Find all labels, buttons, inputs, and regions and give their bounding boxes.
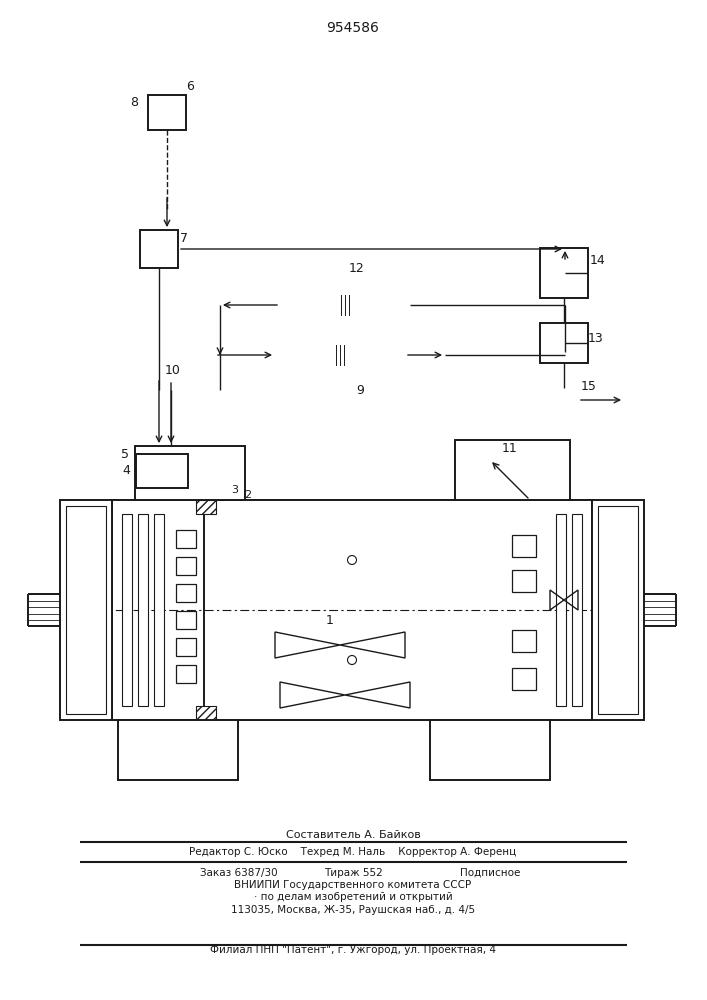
- Bar: [196, 500, 216, 514]
- Text: 7: 7: [180, 232, 188, 244]
- Text: Тираж 552: Тираж 552: [324, 868, 382, 878]
- Text: 10: 10: [165, 363, 181, 376]
- Bar: [176, 584, 196, 602]
- Bar: [512, 535, 536, 557]
- Bar: [196, 706, 216, 720]
- Text: Заказ 6387/30: Заказ 6387/30: [200, 868, 278, 878]
- Bar: [148, 95, 186, 130]
- Bar: [540, 248, 588, 298]
- Text: 2: 2: [245, 490, 252, 500]
- Text: ВНИИПИ Государственного комитета СССР: ВНИИПИ Государственного комитета СССР: [235, 880, 472, 890]
- Bar: [112, 500, 592, 720]
- Text: 3: 3: [231, 485, 238, 495]
- Text: Составитель А. Байков: Составитель А. Байков: [286, 830, 421, 840]
- Bar: [176, 638, 196, 656]
- Bar: [112, 706, 592, 720]
- Bar: [66, 506, 106, 714]
- Text: Редактор С. Юско    Техред М. Наль    Корректор А. Ференц: Редактор С. Юско Техред М. Наль Корректо…: [189, 847, 517, 857]
- Bar: [512, 630, 536, 652]
- Bar: [122, 514, 132, 706]
- Text: 12: 12: [349, 262, 365, 275]
- Text: 5: 5: [121, 448, 129, 460]
- Bar: [592, 500, 644, 720]
- Text: 6: 6: [186, 81, 194, 94]
- Bar: [572, 514, 582, 706]
- Bar: [176, 557, 196, 575]
- Bar: [556, 514, 566, 706]
- Text: 15: 15: [581, 379, 597, 392]
- Bar: [512, 570, 536, 592]
- Text: 8: 8: [130, 97, 138, 109]
- Text: Подписное: Подписное: [460, 868, 520, 878]
- Bar: [135, 446, 245, 500]
- Bar: [154, 514, 164, 706]
- Text: 4: 4: [122, 464, 130, 478]
- Text: 11: 11: [502, 442, 518, 454]
- Text: 1: 1: [326, 613, 334, 626]
- Bar: [138, 514, 148, 706]
- Bar: [176, 530, 196, 548]
- Bar: [512, 668, 536, 690]
- Text: 13: 13: [588, 332, 604, 346]
- Bar: [118, 720, 238, 780]
- Bar: [455, 440, 570, 500]
- Bar: [176, 611, 196, 629]
- Text: 9: 9: [356, 384, 364, 397]
- Bar: [60, 500, 112, 720]
- Text: 14: 14: [590, 253, 606, 266]
- Bar: [176, 665, 196, 683]
- Text: · по делам изобретений и открытий: · по делам изобретений и открытий: [254, 892, 452, 902]
- Bar: [430, 720, 550, 780]
- Text: 954586: 954586: [327, 21, 380, 35]
- Bar: [112, 500, 592, 514]
- Bar: [140, 230, 178, 268]
- Text: Филиал ПНП "Патент", г. Ужгород, ул. Проектная, 4: Филиал ПНП "Патент", г. Ужгород, ул. Про…: [210, 945, 496, 955]
- Text: 113035, Москва, Ж-35, Раушская наб., д. 4/5: 113035, Москва, Ж-35, Раушская наб., д. …: [231, 905, 475, 915]
- Bar: [598, 506, 638, 714]
- Bar: [136, 454, 188, 488]
- Bar: [540, 323, 588, 363]
